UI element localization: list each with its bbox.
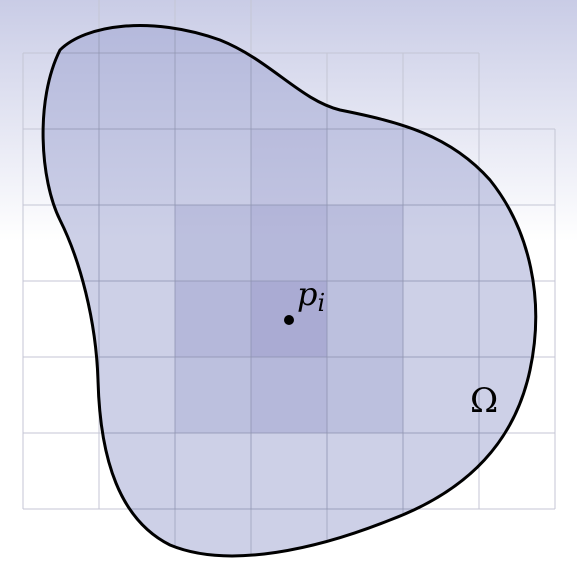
point <box>284 315 294 325</box>
point-label-main: p <box>297 275 317 313</box>
region-label: Ω <box>470 381 498 421</box>
point-label: pi <box>297 275 325 317</box>
point-label-subscript: i <box>317 289 325 317</box>
